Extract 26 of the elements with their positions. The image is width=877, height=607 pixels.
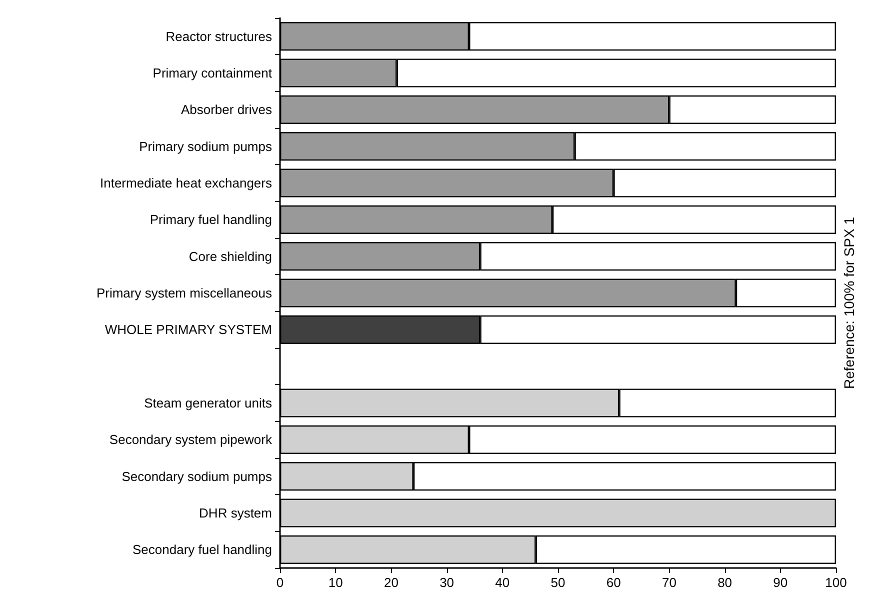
y-tick-label: Primary containment <box>152 66 272 80</box>
x-tick-label: 40 <box>495 575 510 590</box>
y-tick-label: Intermediate heat exchangers <box>100 176 272 190</box>
y-tick-label: Secondary sodium pumps <box>122 468 272 484</box>
x-tick-label: 60 <box>606 575 621 590</box>
x-tick-label: 90 <box>773 575 788 590</box>
x-tick-label: 10 <box>328 575 343 590</box>
x-tick-label: 20 <box>384 575 398 590</box>
y-tick-label: WHOLE PRIMARY SYSTEM <box>104 322 272 338</box>
y2-axis-title: Reference: 100% for SPX 1 <box>841 216 857 389</box>
y-tick-label: Primary system miscellaneous <box>96 286 272 300</box>
y-tick-label: Absorber drives <box>180 102 272 118</box>
x-tick-label: 50 <box>550 575 566 590</box>
x-tick-label: 80 <box>718 575 732 590</box>
x-tick-label: 0 <box>276 575 284 590</box>
y-tick-label: Secondary fuel handling <box>132 542 272 558</box>
y-tick-label: Core shielding <box>188 248 272 264</box>
y-tick-label: Secondary system pipework <box>109 432 272 448</box>
y-tick-label: Steam generator units <box>144 396 272 410</box>
y-tick-label: Reactor structures <box>166 28 272 44</box>
y-tick-label: DHR system <box>199 506 272 520</box>
y-tick-label: Primary sodium pumps <box>139 138 272 154</box>
x-tick-label: 100 <box>825 575 847 590</box>
x-tick-label: 30 <box>440 575 454 590</box>
x-tick-label: 70 <box>662 575 676 590</box>
y-tick-label: Primary fuel handling <box>150 212 272 228</box>
